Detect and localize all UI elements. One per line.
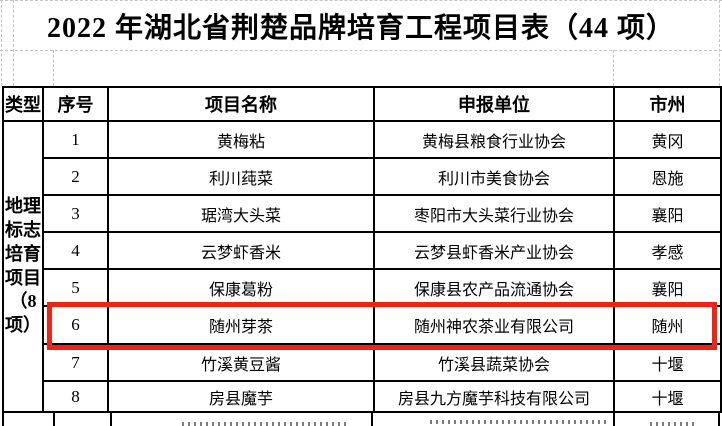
cell-number: 6	[42, 305, 109, 345]
partial-row-border	[371, 411, 373, 426]
partial-row-border	[613, 411, 615, 426]
col-header-project-name: 项目名称	[107, 86, 375, 122]
cell-project-name: 利川莼菜	[107, 157, 375, 196]
table-row: 3 琚湾大头菜 枣阳市大头菜行业协会 襄阳	[3, 194, 722, 233]
cell-city: 恩施	[613, 157, 722, 196]
col-header-city: 市州	[613, 86, 722, 122]
cell-number: 2	[42, 157, 109, 196]
partial-row-clipped-text	[430, 420, 608, 424]
cell-applicant-unit: 黄梅县粮食行业协会	[373, 120, 615, 159]
cell-applicant-unit: 房县九方魔芋科技有限公司	[373, 380, 615, 413]
cell-project-name: 琚湾大头菜	[107, 194, 375, 233]
cell-number: 7	[42, 343, 109, 382]
cell-applicant-unit: 竹溪县蔬菜协会	[373, 343, 615, 382]
projects-table: 类型 序号 项目名称 申报单位 市州 地理 标志 培育 项目 （8 项） 1 黄梅粘…	[2, 86, 722, 413]
cell-city: 孝感	[613, 231, 722, 270]
cell-city: 襄阳	[613, 194, 722, 233]
cell-city: 十堰	[613, 343, 722, 382]
cell-project-name: 保康葛粉	[107, 268, 375, 307]
cell-city: 随州	[613, 305, 722, 345]
cell-city: 襄阳	[613, 268, 722, 307]
category-cell: 地理 标志 培育 项目 （8 项）	[2, 120, 44, 413]
cell-number: 4	[42, 231, 109, 270]
gridline-col-e	[613, 50, 614, 86]
cell-project-name: 房县魔芋	[107, 380, 375, 413]
partial-row-border	[718, 411, 720, 426]
col-header-type: 类型	[2, 86, 44, 122]
cell-city: 黄冈	[613, 120, 722, 159]
partial-row-border	[110, 411, 112, 426]
col-header-number: 序号	[42, 86, 109, 122]
cell-project-name: 黄梅粘	[107, 120, 375, 159]
cell-number: 3	[42, 194, 109, 233]
partial-row-border	[53, 411, 55, 426]
page-title: 2022 年湖北省荆楚品牌培育工程项目表（44 项）	[46, 13, 675, 44]
table-row: 8 房县魔芋 房县九方魔芋科技有限公司 十堰	[3, 380, 722, 413]
gridline-top	[0, 0, 722, 1]
cell-city: 十堰	[613, 380, 722, 413]
gridline-col-b	[53, 50, 54, 86]
header-row: 类型 序号 项目名称 申报单位 市州	[2, 86, 722, 122]
cell-project-name: 竹溪黄豆酱	[107, 343, 375, 382]
cell-applicant-unit: 枣阳市大头菜行业协会	[373, 194, 615, 233]
partial-row-border	[2, 411, 4, 426]
cell-project-name: 云梦虾香米	[107, 231, 375, 270]
table-row: 5 保康葛粉 保康县农产品流通协会 襄阳	[3, 268, 722, 307]
table-row: 4 云梦虾香米 云梦县虾香米产业协会 孝感	[3, 231, 722, 270]
table-row: 2 利川莼菜 利川市美食协会 恩施	[3, 157, 722, 196]
partial-row-clipped-text	[182, 422, 350, 426]
cell-number: 8	[42, 380, 109, 413]
cell-number: 5	[42, 268, 109, 307]
gridline-right	[719, 0, 720, 86]
cell-applicant-unit: 云梦县虾香米产业协会	[373, 231, 615, 270]
gridline-left	[1, 0, 2, 86]
projects-table-body: 地理 标志 培育 项目 （8 项） 1 黄梅粘 黄梅县粮食行业协会 黄冈 2 利川莼菜 利川市…	[2, 120, 722, 413]
partial-row-clipped-text	[650, 422, 694, 426]
cell-applicant-unit: 利川市美食协会	[373, 157, 615, 196]
cell-applicant-unit: 随州神农茶业有限公司	[373, 305, 615, 345]
cell-number: 1	[42, 120, 109, 159]
col-header-applicant-unit: 申报单位	[373, 86, 615, 122]
gridline-col-a	[13, 0, 14, 86]
cell-project-name: 随州芽茶	[107, 305, 375, 345]
table-row: 地理 标志 培育 项目 （8 项） 1 黄梅粘 黄梅县粮食行业协会 黄冈	[2, 120, 722, 413]
table-row: 7 竹溪黄豆酱 竹溪县蔬菜协会 十堰	[3, 343, 722, 382]
cell-applicant-unit: 保康县农产品流通协会	[373, 268, 615, 307]
table-row-highlighted: 6 随州芽茶 随州神农茶业有限公司 随州	[3, 305, 722, 345]
gridline-below-title	[0, 50, 722, 51]
